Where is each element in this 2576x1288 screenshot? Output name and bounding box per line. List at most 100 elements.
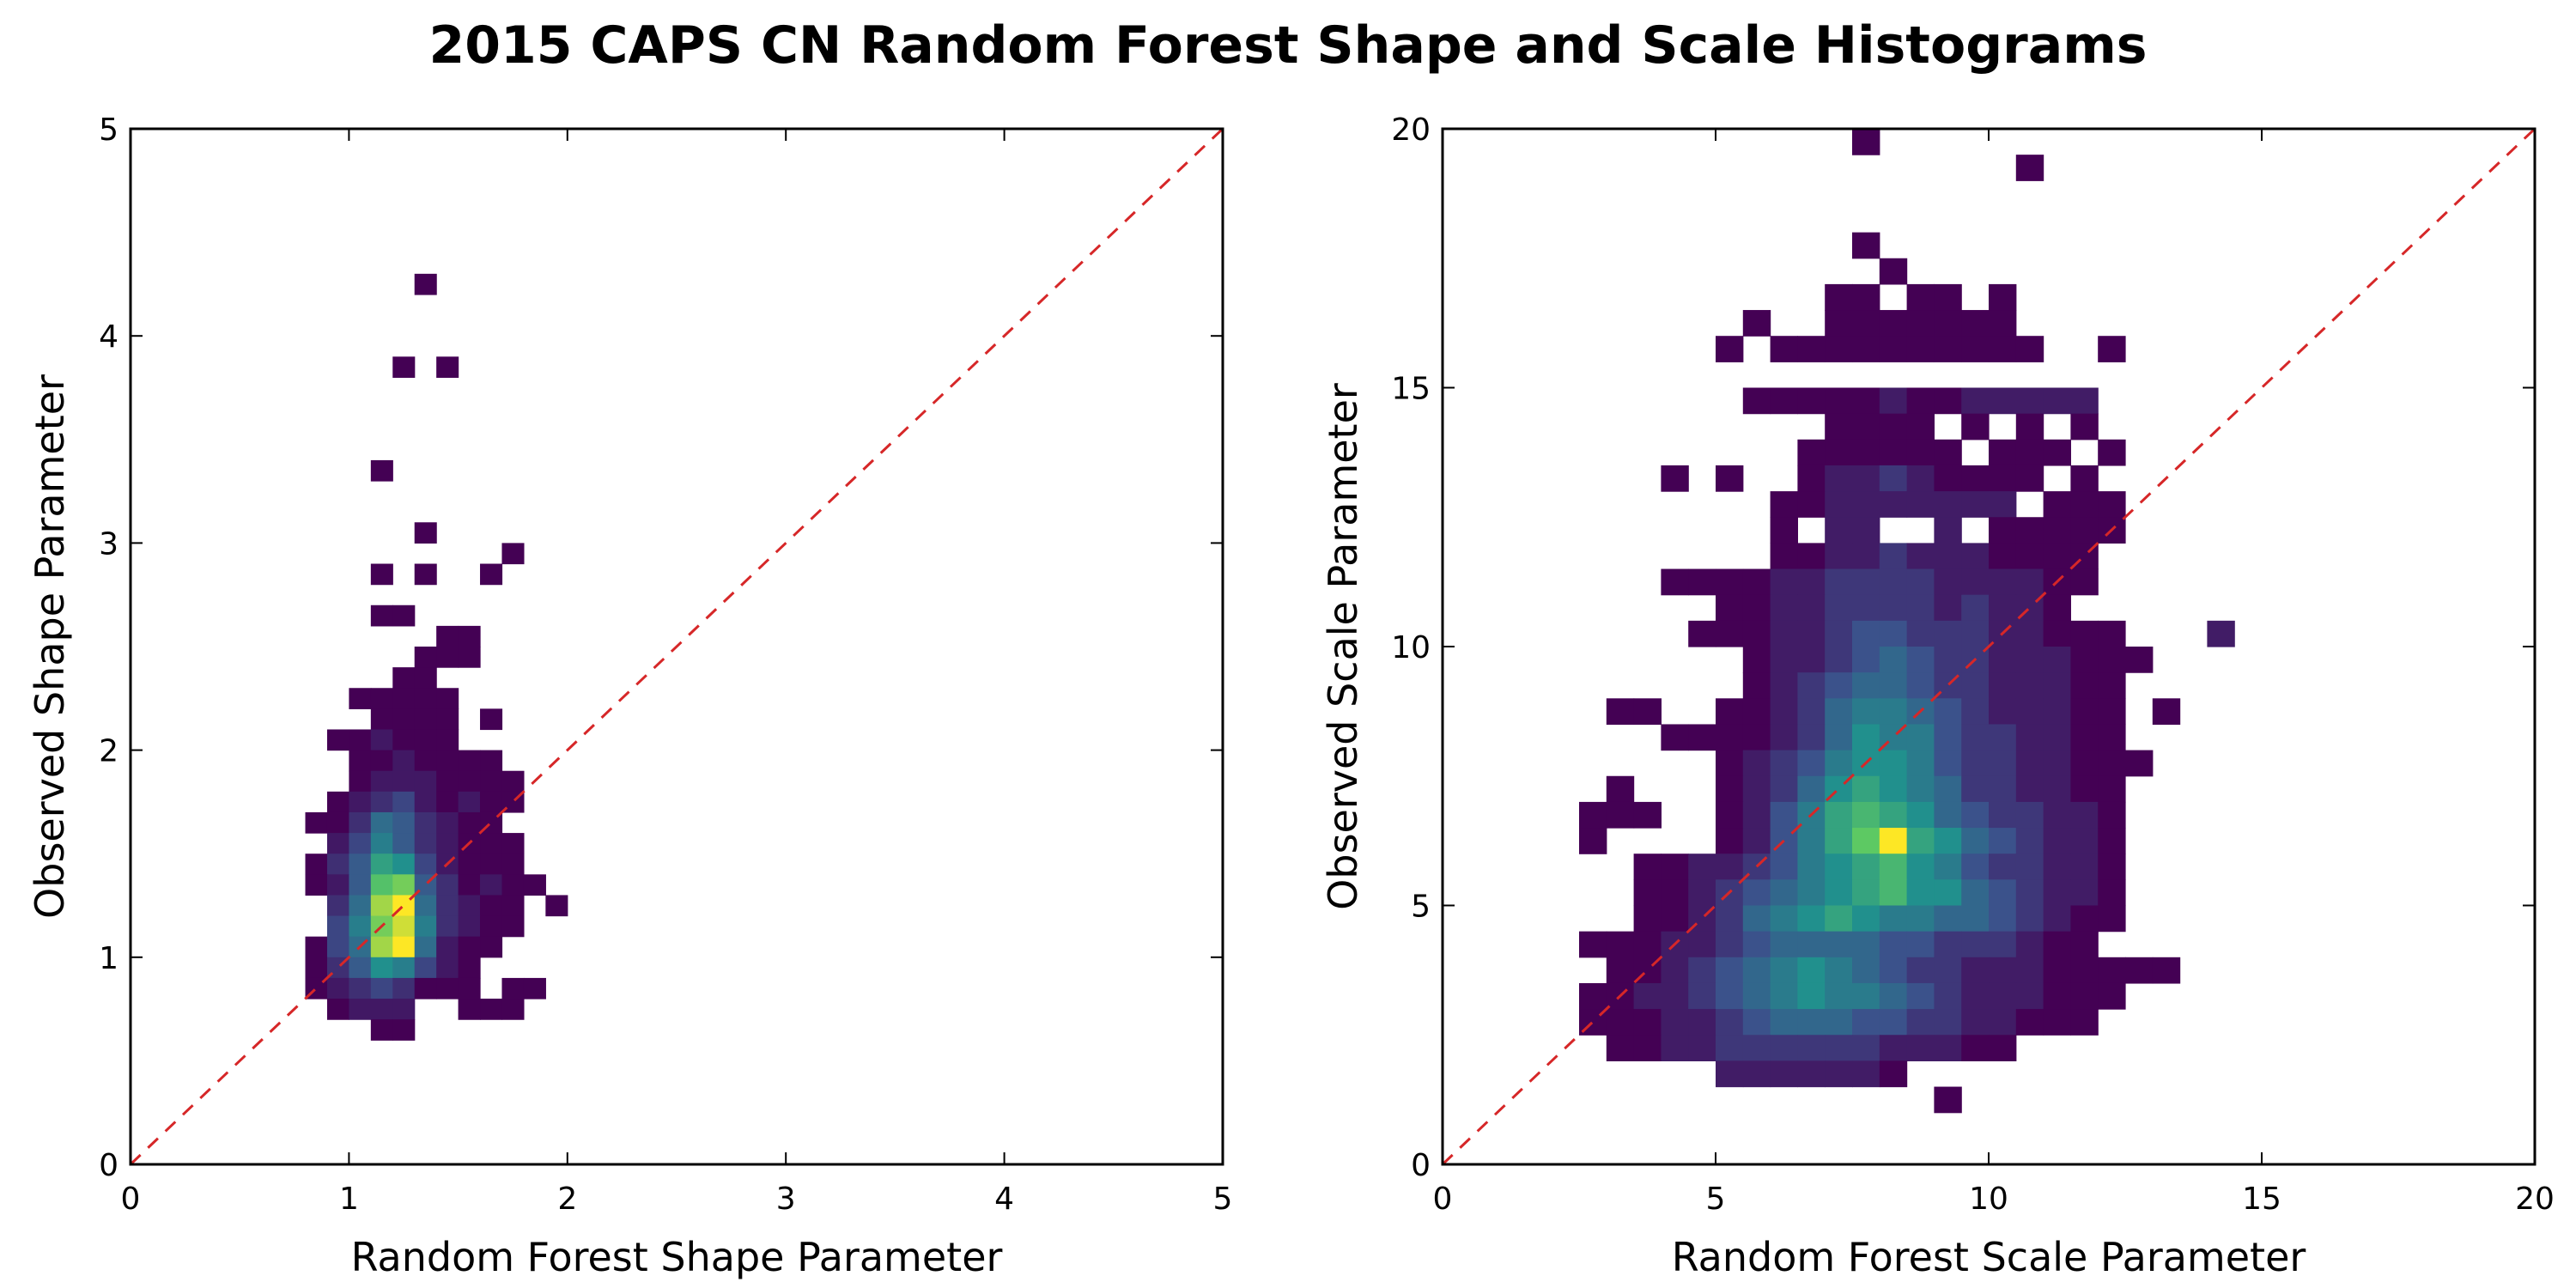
panel-2-histogram-bin <box>1852 698 1880 726</box>
panel-2-histogram-bin <box>1770 517 1798 544</box>
panel-2-histogram-bin <box>2098 491 2126 518</box>
panel-2-histogram-bin <box>1879 1060 1908 1088</box>
panel-2-histogram-bin <box>2070 905 2099 933</box>
panel-1-histogram-bin <box>370 459 393 482</box>
panel-1-histogram-bin <box>414 770 437 793</box>
panel-2-histogram-bin <box>1742 750 1771 777</box>
panel-2-histogram-bin <box>1934 336 1962 362</box>
panel-1-histogram-bin <box>349 750 372 772</box>
panel-2-histogram-bin <box>1879 1035 1908 1061</box>
panel-1-histogram-bin <box>370 729 393 751</box>
panel-2-x-axis-label: Random Forest Scale Parameter <box>1672 1234 2306 1280</box>
panel-1-histogram-bin <box>480 936 503 958</box>
panel-2-histogram-bin <box>1661 1035 1689 1061</box>
panel-1-x-tick-label: 0 <box>121 1182 141 1217</box>
panel-2-histogram-bin <box>1852 568 1880 596</box>
panel-2-y-tick-label: 10 <box>1391 630 1431 665</box>
panel-2-histogram-bin <box>1961 310 1990 337</box>
panel-2-histogram-bin <box>1989 672 2017 699</box>
panel-1-histogram-bin <box>370 708 393 731</box>
panel-2-histogram-bin <box>2015 517 2044 544</box>
panel-2-y-tick-label: 0 <box>1411 1148 1431 1183</box>
panel-2-histogram-bin <box>2043 517 2071 544</box>
panel-2-histogram-bin <box>1934 931 1962 958</box>
panel-2-histogram-bin <box>1661 879 1689 907</box>
panel-2-histogram-bin <box>1934 854 1962 880</box>
panel-2-histogram-bin <box>1934 698 1962 726</box>
panel-2-histogram-bin <box>2015 620 2044 647</box>
panel-2-histogram-bin <box>2015 387 2044 415</box>
panel-2-histogram-bin <box>1770 620 1798 647</box>
panel-1-x-tick-label: 5 <box>1213 1182 1233 1217</box>
panel-2-histogram-bin <box>1825 1035 1853 1061</box>
panel-2-histogram-bin <box>1852 594 1880 622</box>
panel-2-histogram-bin <box>1989 491 2017 518</box>
panel-2-histogram-bin <box>1770 905 1798 933</box>
panel-2-histogram-bin <box>1906 750 1935 777</box>
panel-2-histogram-bin <box>1770 1009 1798 1036</box>
panel-2-histogram-bin <box>2043 801 2071 829</box>
panel-2-histogram-bin <box>1934 1009 1962 1036</box>
panel-2-histogram-bin <box>1606 1009 1635 1036</box>
panel-2-histogram-bin <box>1825 672 1853 699</box>
panel-2-histogram-bin <box>2043 439 2071 466</box>
panel-1-histogram-bin <box>326 729 349 751</box>
panel-1-histogram-bin <box>392 854 416 875</box>
panel-1-histogram-bin <box>458 647 481 668</box>
panel-1-histogram-bin <box>392 708 416 731</box>
panel-2-histogram-bin <box>2043 854 2071 880</box>
panel-2-histogram-bin <box>1825 905 1853 933</box>
panel-2-histogram-bin <box>1742 801 1771 829</box>
panel-2-histogram-bin <box>1989 801 2017 829</box>
panel-2-histogram-bin <box>1852 1009 1880 1036</box>
panel-2-histogram-bin <box>1989 750 2017 777</box>
panel-1-histogram-bin <box>349 895 372 917</box>
panel-1-histogram-bin <box>501 895 525 917</box>
panel-2-histogram-bin <box>1742 931 1771 958</box>
panel-2-histogram-bin <box>1934 517 1962 544</box>
panel-2-histogram-bin <box>1879 698 1908 726</box>
panel-2-histogram-bin <box>1852 672 1880 699</box>
panel-1-histogram-bin <box>523 977 546 999</box>
panel-1-histogram-bin <box>480 999 503 1020</box>
panel-2-histogram-bin <box>1688 1035 1716 1061</box>
panel-2-histogram-bin <box>2043 647 2071 673</box>
panel-2-histogram-bin <box>2098 801 2126 829</box>
panel-2-histogram-bin <box>2015 647 2044 673</box>
panel-2-histogram-bin <box>1770 491 1798 518</box>
panel-2-histogram-bin <box>1906 1035 1935 1061</box>
panel-2-histogram-bin <box>1852 336 1880 362</box>
panel-2-histogram-bin <box>1934 724 1962 751</box>
panel-1-axes-frame <box>129 127 1224 1166</box>
panel-2-histogram-bin <box>1742 1060 1771 1088</box>
panel-2-histogram-bin <box>1742 620 1771 647</box>
panel-2-histogram-bin <box>2070 568 2099 596</box>
panel-2-histogram-bin <box>1961 620 1990 647</box>
panel-1-histogram-bin <box>480 895 503 917</box>
panel-1-histogram-bin <box>370 688 393 709</box>
panel-1-histogram-bin <box>414 667 437 689</box>
panel-2-histogram-bin <box>1606 698 1635 726</box>
panel-2-histogram-bin <box>1906 543 1935 570</box>
panel-2-histogram-bin <box>1961 672 1990 699</box>
panel-1-histogram-bin <box>326 936 349 958</box>
panel-2-histogram-bin <box>1934 620 1962 647</box>
panel-1-histogram-bin <box>370 750 393 772</box>
panel-2-histogram-bin <box>1934 439 1962 466</box>
panel-2-histogram-bin <box>1825 957 1853 984</box>
panel-2-histogram-bin <box>1742 982 1771 1010</box>
panel-2-histogram-bin <box>1934 647 1962 673</box>
panel-1-histogram-bin <box>458 895 481 917</box>
panel-2-histogram-bin <box>1906 491 1935 518</box>
panel-2-histogram-bin <box>1879 750 1908 777</box>
panel-2-histogram-bin <box>1770 801 1798 829</box>
panel-2-histogram-bin <box>1797 647 1826 673</box>
panel-1-histogram-bin <box>305 874 328 896</box>
panel-1-histogram-bin <box>414 791 437 813</box>
panel-2-histogram-bin <box>1825 387 1853 415</box>
panel-1-histogram-bin <box>436 647 459 668</box>
panel-1-y-tick-label: 1 <box>99 941 118 976</box>
panel-2-histogram-bin <box>1934 828 1962 854</box>
panel-2-histogram-bin <box>1961 1035 1990 1061</box>
panel-2-histogram-bin <box>1852 620 1880 647</box>
